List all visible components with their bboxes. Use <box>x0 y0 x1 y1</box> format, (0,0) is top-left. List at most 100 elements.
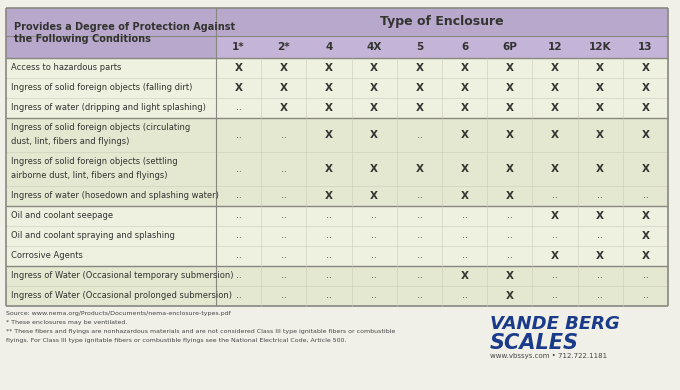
Bar <box>307 58 352 78</box>
Text: X: X <box>641 130 649 140</box>
Text: 6: 6 <box>461 42 469 52</box>
Text: X: X <box>279 63 288 73</box>
Bar <box>577 226 623 246</box>
Text: 13: 13 <box>638 42 653 52</box>
Text: X: X <box>460 191 469 201</box>
Text: ..: .. <box>507 211 513 220</box>
Text: X: X <box>506 63 514 73</box>
Bar <box>623 186 668 206</box>
Bar <box>352 152 397 186</box>
Text: ..: .. <box>326 211 332 220</box>
Text: ..: .. <box>281 232 287 241</box>
Text: 4: 4 <box>325 42 333 52</box>
Text: ..: .. <box>417 211 422 220</box>
Bar <box>623 78 668 98</box>
Text: X: X <box>279 103 288 113</box>
Text: X: X <box>506 291 514 301</box>
Bar <box>532 152 577 186</box>
Bar <box>307 266 352 286</box>
Bar <box>352 286 397 306</box>
Text: X: X <box>325 130 333 140</box>
Bar <box>307 246 352 266</box>
Text: X: X <box>596 164 605 174</box>
Text: ..: .. <box>507 252 513 261</box>
Bar <box>442 226 487 246</box>
Text: ..: .. <box>236 191 241 200</box>
Bar <box>352 58 397 78</box>
Bar <box>577 78 623 98</box>
Bar <box>532 58 577 78</box>
Text: X: X <box>460 103 469 113</box>
Text: ..: .. <box>371 211 377 220</box>
Text: X: X <box>370 130 378 140</box>
Bar <box>352 226 397 246</box>
Bar <box>307 186 352 206</box>
Text: ..: .. <box>552 191 558 200</box>
Text: ..: .. <box>417 252 422 261</box>
Bar <box>487 246 532 266</box>
Text: X: X <box>506 103 514 113</box>
Text: ..: .. <box>597 271 603 280</box>
Text: X: X <box>641 231 649 241</box>
Text: Ingress of water (dripping and light splashing): Ingress of water (dripping and light spl… <box>11 103 206 112</box>
Bar <box>6 226 216 246</box>
Bar <box>6 206 216 226</box>
Bar <box>261 78 307 98</box>
Text: ..: .. <box>597 291 603 301</box>
Text: Type of Enclosure: Type of Enclosure <box>380 16 504 28</box>
Bar <box>397 246 442 266</box>
Bar <box>577 118 623 152</box>
Bar <box>623 98 668 118</box>
Text: X: X <box>325 191 333 201</box>
Text: the Following Conditions: the Following Conditions <box>14 34 151 44</box>
Bar <box>352 78 397 98</box>
Bar <box>216 246 261 266</box>
Text: Oil and coolant seepage: Oil and coolant seepage <box>11 211 113 220</box>
Bar <box>6 118 216 152</box>
Text: ** These fibers and flyings are nonhazardous materials and are not considered Cl: ** These fibers and flyings are nonhazar… <box>6 329 395 334</box>
Text: X: X <box>551 251 559 261</box>
Text: 1*: 1* <box>233 42 245 52</box>
Text: X: X <box>325 63 333 73</box>
Bar <box>487 98 532 118</box>
Bar <box>487 266 532 286</box>
Text: X: X <box>460 83 469 93</box>
Text: ..: .. <box>597 191 603 200</box>
Text: X: X <box>551 130 559 140</box>
Text: ..: .. <box>643 291 648 301</box>
Bar <box>577 286 623 306</box>
Text: Source: www.nema.org/Products/Documents/nema-enclosure-types.pdf: Source: www.nema.org/Products/Documents/… <box>6 311 231 316</box>
Text: ..: .. <box>417 232 422 241</box>
Text: Ingress of solid foreign objects (settling: Ingress of solid foreign objects (settli… <box>11 158 177 167</box>
Text: X: X <box>370 83 378 93</box>
Text: airborne dust, lint, fibers and flyings): airborne dust, lint, fibers and flyings) <box>11 172 167 181</box>
Bar <box>623 266 668 286</box>
Bar <box>352 118 397 152</box>
Bar <box>577 186 623 206</box>
Text: X: X <box>551 63 559 73</box>
Text: X: X <box>325 164 333 174</box>
Bar <box>487 152 532 186</box>
Text: Ingress of solid foreign objects (circulating: Ingress of solid foreign objects (circul… <box>11 124 190 133</box>
Text: X: X <box>596 63 605 73</box>
Bar <box>6 266 216 286</box>
Bar <box>442 118 487 152</box>
Bar <box>307 206 352 226</box>
Text: X: X <box>460 271 469 281</box>
Bar <box>532 186 577 206</box>
Bar <box>6 98 216 118</box>
Bar <box>487 78 532 98</box>
Bar <box>397 266 442 286</box>
Text: X: X <box>596 130 605 140</box>
Text: 12K: 12K <box>589 42 611 52</box>
Text: X: X <box>460 63 469 73</box>
Text: ..: .. <box>281 191 287 200</box>
Bar <box>216 98 261 118</box>
Text: Ingress of solid foreign objects (falling dirt): Ingress of solid foreign objects (fallin… <box>11 83 192 92</box>
Bar <box>307 78 352 98</box>
Bar <box>532 286 577 306</box>
Bar <box>397 98 442 118</box>
Text: X: X <box>506 130 514 140</box>
Text: 2*: 2* <box>277 42 290 52</box>
Text: ..: .. <box>371 232 377 241</box>
